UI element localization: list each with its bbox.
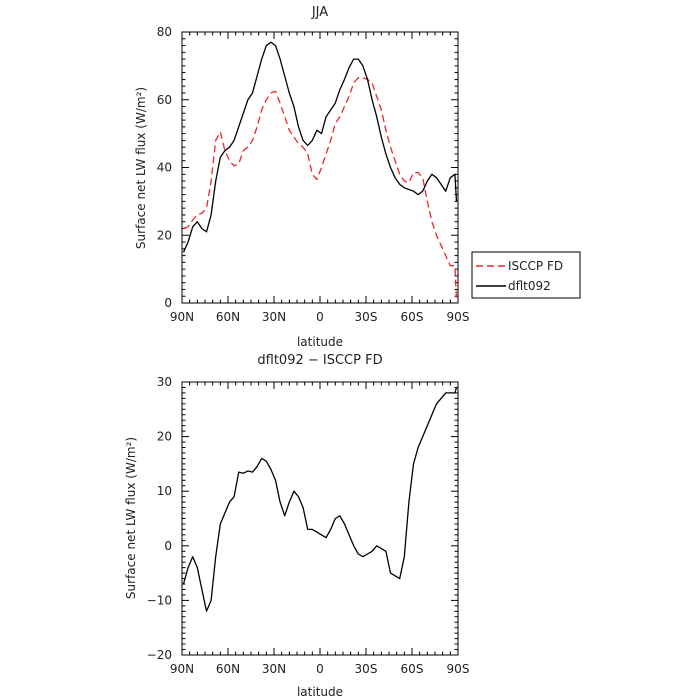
bottom-y-tick-label: −20 [147, 648, 172, 662]
top-y-axis-label: Surface net LW flux (W/m²) [134, 87, 148, 249]
top-y-tick-label: 20 [157, 228, 172, 242]
top-axis-ticks: 90N 60N 30N 0 30S 60S 90S 0 20 40 60 80 [157, 25, 470, 324]
bottom-y-tick-label: −10 [147, 593, 172, 607]
top-x-tick-label: 60S [401, 310, 424, 324]
bottom-x-tick-label: 90N [170, 662, 194, 676]
top-x-axis-label: latitude [297, 335, 343, 349]
top-y-tick-label: 0 [164, 296, 172, 310]
top-series-group [182, 41, 458, 300]
bottom-plot-frame [181, 381, 459, 656]
top-panel: JJA 90N 60N 30N 0 30S 60S 90S 0 20 40 60 80 latitud… [134, 5, 581, 349]
bottom-y-tick-label: 10 [157, 484, 172, 498]
bottom-series-group [182, 387, 458, 612]
bottom-y-axis-label: Surface net LW flux (W/m²) [124, 437, 138, 599]
bottom-x-tick-label: 90S [447, 662, 470, 676]
top-series-line-dflt092 [182, 41, 458, 253]
bottom-x-tick-label: 30N [262, 662, 286, 676]
bottom-x-axis-label: latitude [297, 685, 343, 699]
bottom-x-tick-label: 30S [355, 662, 378, 676]
top-x-tick-label: 60N [216, 310, 240, 324]
bottom-series-line-0 [182, 387, 458, 612]
top-y-tick-label: 80 [157, 25, 172, 39]
bottom-panel: dflt092 − ISCCP FD 90N 60N 30N 0 30S 60S 90S −2… [124, 353, 469, 699]
top-x-tick-label: 90N [170, 310, 194, 324]
legend-label-isccp: ISCCP FD [508, 259, 563, 273]
top-series-line-isccp-fd [183, 77, 458, 300]
bottom-y-tick-label: 20 [157, 430, 172, 444]
legend-box: ISCCP FD dflt092 [471, 251, 581, 299]
top-x-tick-label: 30N [262, 310, 286, 324]
bottom-x-tick-label: 0 [316, 662, 324, 676]
bottom-chart-title: dflt092 − ISCCP FD [257, 353, 382, 368]
legend-label-dflt: dflt092 [508, 279, 551, 293]
top-y-tick-label: 60 [157, 93, 172, 107]
top-x-tick-label: 30S [355, 310, 378, 324]
top-chart-title: JJA [311, 5, 328, 20]
legend-frame [471, 251, 581, 299]
top-y-tick-label: 40 [157, 161, 172, 175]
top-x-tick-label: 90S [447, 310, 470, 324]
top-x-tick-label: 0 [316, 310, 324, 324]
bottom-x-tick-label: 60S [401, 662, 424, 676]
bottom-y-tick-label: 30 [157, 375, 172, 389]
top-plot-frame [181, 31, 459, 304]
bottom-y-tick-label: 0 [164, 539, 172, 553]
bottom-x-tick-label: 60N [216, 662, 240, 676]
bottom-axis-ticks: 90N 60N 30N 0 30S 60S 90S −20 −10 0 10 20 30 [147, 375, 470, 676]
